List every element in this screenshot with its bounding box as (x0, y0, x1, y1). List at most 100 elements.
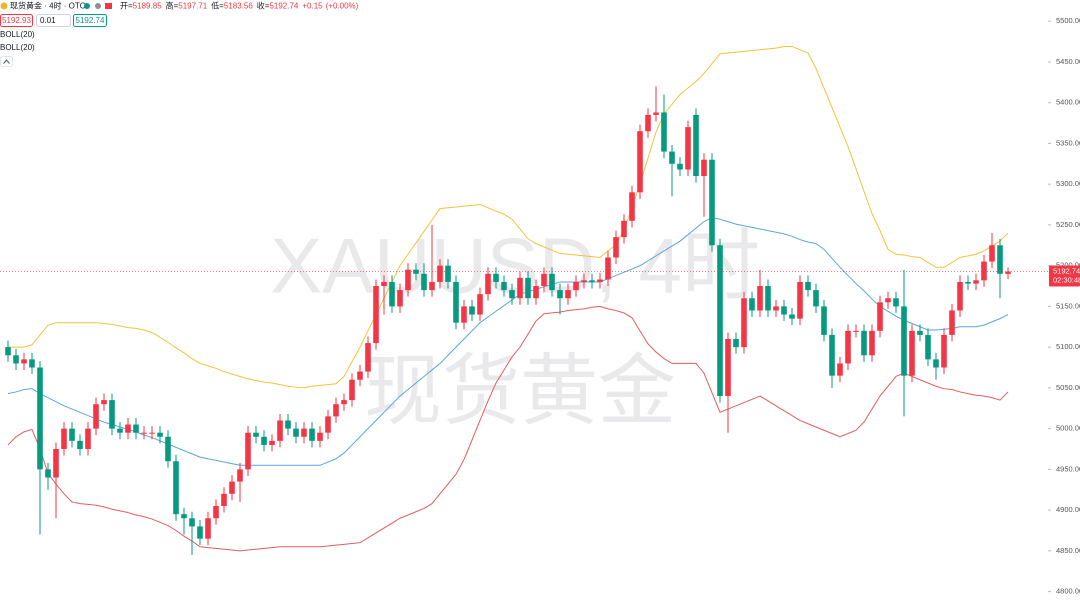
header: 现货黄金 · 4时 · OTC 开=5189.85 高=5197.71 低=5183… (0, 1, 359, 67)
candle-body (173, 461, 179, 515)
ask-price: 5192.74 (76, 16, 105, 25)
price-tag-value: 5192.74 (1053, 267, 1080, 276)
candle-body (93, 404, 99, 429)
change-pct: (+0.00%) (326, 2, 359, 11)
collapse-button[interactable] (0, 56, 13, 67)
plot (0, 45, 1048, 555)
candle-body (293, 428, 299, 437)
value: 5197.71 (178, 2, 207, 11)
candle-body (453, 281, 459, 323)
candle-body (269, 440, 275, 445)
candle-body (645, 114, 651, 132)
candle-body (133, 424, 139, 433)
watermark: XAUUSD, 4时 现货黄金 (270, 222, 760, 435)
candle-body (557, 290, 563, 299)
candle-body (461, 306, 467, 323)
candle-body (317, 432, 323, 441)
candle-body (245, 432, 251, 470)
candle-body (997, 245, 1003, 274)
label: 低= (211, 1, 224, 11)
y-tick-label: 5300.00 (1056, 179, 1080, 188)
candle-body (981, 261, 987, 281)
candle-body (725, 338, 731, 397)
candle-body (573, 281, 579, 291)
y-axis: 4800.00 4850.00 4900.00 4950.00 5000.00 5050.… (1048, 16, 1080, 596)
candle-body (901, 306, 907, 376)
y-tick-label: 5250.00 (1056, 220, 1080, 229)
qty-box[interactable] (36, 14, 71, 27)
candle-body (477, 294, 483, 315)
candle-body (333, 404, 339, 417)
buy-box[interactable] (73, 14, 107, 27)
candle-body (821, 306, 827, 335)
candle-body (813, 290, 819, 307)
candle-body (61, 428, 67, 449)
candle-body (325, 416, 331, 433)
candle-body (405, 269, 411, 291)
indicator-label[interactable]: BOLL(20) (0, 43, 35, 52)
candle-body (541, 273, 547, 287)
candle-body (957, 281, 963, 311)
candle-body (349, 379, 355, 401)
status-dot[interactable] (95, 3, 101, 9)
candle-body (533, 286, 539, 299)
candle-body (373, 286, 379, 344)
candle-body (589, 280, 595, 282)
candle-body (509, 290, 515, 299)
watermark-name: 现货黄金 (364, 347, 676, 435)
band-line (8, 45, 1009, 389)
candle-body (757, 286, 763, 311)
candle-body (45, 469, 51, 478)
candle-body (413, 269, 419, 274)
y-tick-label: 5100.00 (1056, 342, 1080, 351)
value: 5189.85 (133, 2, 162, 11)
candle-body (693, 114, 699, 177)
candle-body (669, 151, 675, 164)
candle-body (21, 359, 27, 364)
candle-body (5, 347, 11, 356)
candle-body (165, 436, 171, 462)
candle-body (77, 440, 83, 449)
candle-body (157, 432, 163, 437)
candle-body (381, 281, 387, 287)
candle-body (389, 281, 395, 307)
change: +0.15 (302, 2, 323, 11)
candle-body (973, 280, 979, 284)
candle-body (861, 330, 867, 356)
candle-body (53, 448, 59, 478)
candle-body (237, 469, 243, 482)
candle-body (909, 330, 915, 376)
y-tick-label: 5400.00 (1056, 98, 1080, 107)
candle-body (213, 506, 219, 519)
candle-body (37, 367, 43, 470)
candle-body (653, 112, 659, 115)
y-tick-label: 4900.00 (1056, 505, 1080, 514)
candle-body (117, 428, 123, 433)
candle-body (789, 314, 795, 319)
candle-body (397, 290, 403, 307)
candle-body (773, 306, 779, 311)
value: 5183.56 (224, 2, 253, 11)
candle-body (877, 302, 883, 331)
y-tick-label: 5150.00 (1056, 301, 1080, 310)
candle-body (869, 330, 875, 356)
candle-body (965, 281, 971, 284)
sell-box[interactable] (0, 14, 33, 27)
candle-body (101, 400, 107, 405)
candle-body (989, 245, 995, 262)
candle-body (765, 286, 771, 311)
candle-body (1005, 271, 1011, 274)
indicator-label[interactable]: BOLL(20) (0, 30, 35, 39)
candle-body (309, 428, 315, 441)
candle-body (621, 220, 627, 238)
candle-body (181, 514, 187, 519)
ohlc-legend: 开=5189.85 高=5197.71 低=5183.56 收=5192.74 +0.1… (120, 1, 359, 11)
candle-body (149, 432, 155, 434)
flag-icon (105, 3, 112, 9)
symbol-title: 现货黄金 · 4时 · OTC (10, 1, 86, 11)
candle-body (501, 281, 507, 291)
status-dot[interactable] (84, 3, 90, 9)
candle-body (637, 131, 643, 193)
candle-body (845, 330, 851, 364)
watermark-symbol: XAUUSD, 4时 (270, 222, 760, 310)
